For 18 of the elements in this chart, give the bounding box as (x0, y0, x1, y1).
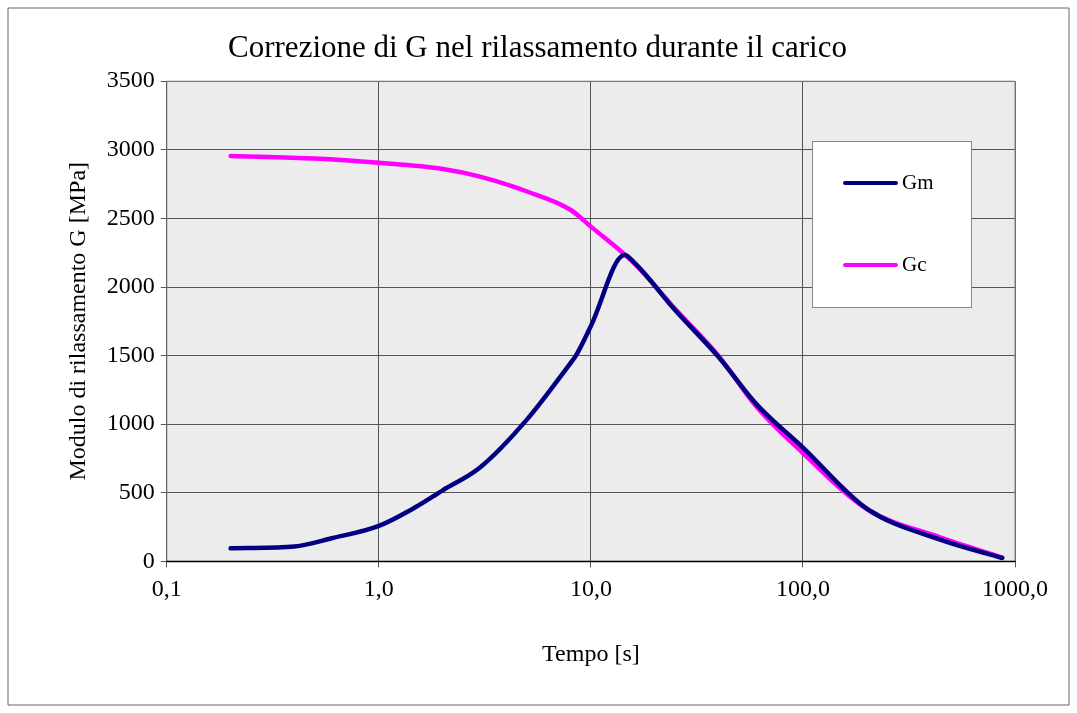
x-axis-title: Tempo [s] (542, 639, 640, 666)
x-tick-label: 1,0 (363, 575, 394, 602)
y-tick-label: 500 (118, 478, 155, 505)
chart-title: Correzione di G nel rilassamento durante il carico (228, 28, 847, 64)
y-tick-label: 1500 (106, 340, 155, 367)
y-tick-label: 3000 (106, 135, 155, 162)
y-tick-label: 1000 (106, 409, 155, 436)
y-axis-title: Modulo di rilassamento G [MPa] (63, 161, 90, 481)
y-tick-label: 3500 (106, 66, 155, 93)
y-tick-label: 2500 (106, 203, 155, 230)
legend-label: Gm (902, 170, 934, 196)
legend-label: Gc (902, 252, 927, 278)
x-tick-label: 1000,0 (982, 575, 1048, 602)
x-tick-label: 10,0 (569, 575, 612, 602)
y-tick-label: 2000 (106, 272, 155, 299)
x-tick-label: 0,1 (151, 575, 182, 602)
y-tick-label: 0 (142, 546, 155, 573)
x-tick-label: 100,0 (775, 575, 830, 602)
